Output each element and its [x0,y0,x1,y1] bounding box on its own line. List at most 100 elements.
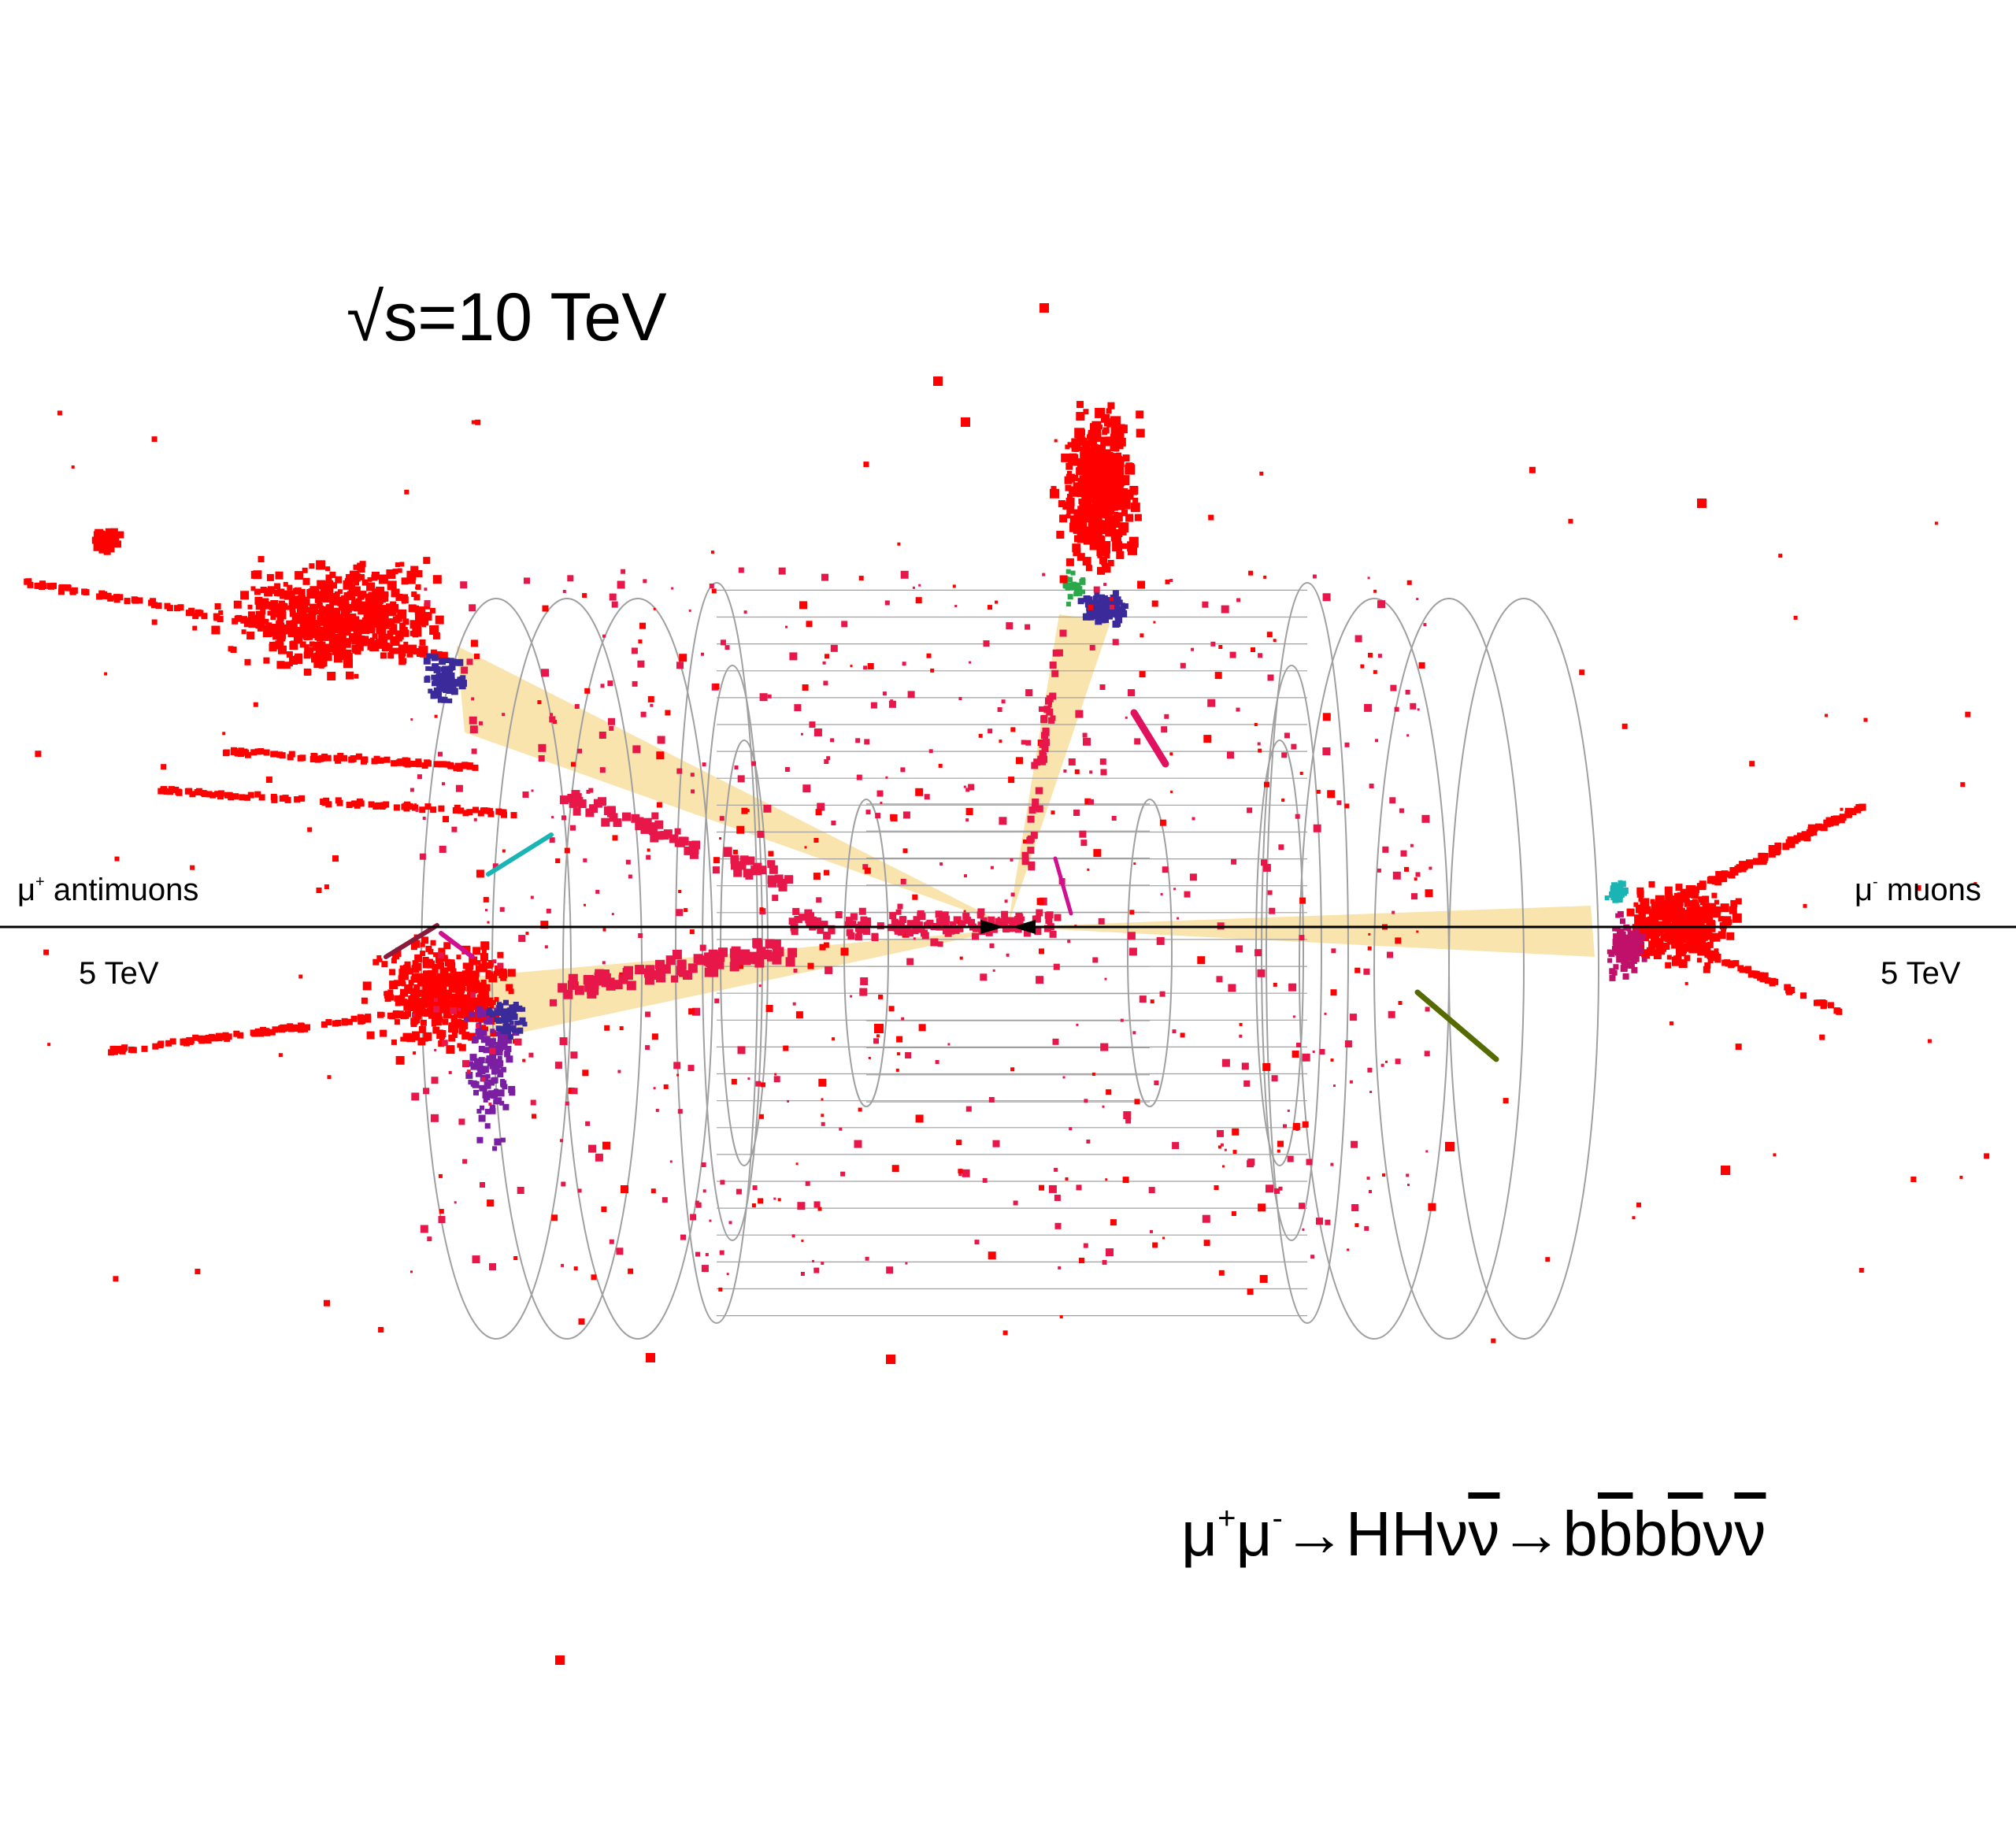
hit [1070,570,1076,576]
hit [1259,471,1264,476]
hit [404,801,410,808]
hit [1677,944,1683,950]
hit [640,825,650,834]
hit [371,758,378,765]
hit [897,542,901,546]
hit [1004,899,1008,903]
hit [737,775,745,783]
hit [1184,891,1191,898]
hit [406,1033,416,1043]
proc-nu2: ν [1703,1499,1735,1569]
hit [254,596,263,605]
hit [437,1029,443,1036]
hit [264,1029,271,1036]
hit [353,564,359,570]
hit [383,642,390,649]
hit [840,947,849,956]
hit [39,584,45,590]
hit [1122,1177,1129,1184]
hit [489,1263,496,1270]
hit [1655,940,1664,948]
hit [273,629,282,638]
hit [1084,602,1090,608]
hit [767,694,772,699]
endcap-disk [421,598,572,1340]
hit [484,1108,491,1114]
hit [585,1121,591,1126]
hit [952,584,956,588]
hit [426,653,432,659]
hit [809,721,816,728]
hit [476,1072,480,1077]
hit [327,672,336,680]
hit [1654,914,1659,920]
hit [1110,605,1114,610]
hit [821,573,828,581]
hit [819,943,826,951]
proc-b1: b [1562,1499,1598,1569]
hit [367,623,376,632]
hit [859,988,868,996]
hit [692,1007,700,1016]
hit [1821,1002,1827,1009]
hit [785,625,788,628]
hit [678,890,682,893]
hit [1648,880,1655,888]
hit [254,791,261,798]
hit [401,596,409,604]
hit [466,658,473,665]
hit [476,1136,484,1144]
hit [854,933,862,941]
hit [105,528,113,536]
hit [1636,1202,1641,1207]
hit [157,1042,164,1048]
hit [1102,427,1110,434]
hit [1045,697,1052,705]
hit [1109,468,1120,479]
hit [1344,742,1350,747]
hit [1106,408,1112,414]
hit [1627,930,1633,936]
hit [375,610,380,616]
hit [1688,929,1698,939]
hit [763,804,772,813]
hit [331,626,338,633]
hit [1351,1140,1358,1148]
hit [1691,892,1697,899]
hit [832,1037,836,1041]
hit [414,1001,421,1008]
hit [437,951,444,958]
hit [1161,726,1168,733]
hit [295,599,304,609]
hit [1162,866,1169,873]
hit [1046,911,1054,919]
hit [472,1081,480,1088]
hit [240,591,250,600]
hit [417,978,425,987]
hit [522,1058,526,1062]
hit [500,1066,506,1073]
hit [1263,575,1267,579]
hit [423,557,431,565]
hit [1277,1140,1284,1147]
hit [1613,883,1618,888]
hit [828,927,836,935]
hit [602,634,606,638]
hit [489,1062,496,1069]
hit [69,588,76,595]
hit [363,1015,369,1022]
hit [1651,937,1659,947]
hit [1415,872,1421,877]
hit [874,1024,884,1033]
hit [1693,918,1699,925]
hit [200,1036,207,1043]
jet-cones [457,614,1595,1040]
hit [298,1022,305,1029]
hit [1088,799,1094,805]
hit [114,540,121,548]
hit [309,563,315,569]
hit [500,1027,507,1034]
hit [1062,455,1068,462]
hit [1065,1177,1069,1181]
hit [274,583,281,590]
